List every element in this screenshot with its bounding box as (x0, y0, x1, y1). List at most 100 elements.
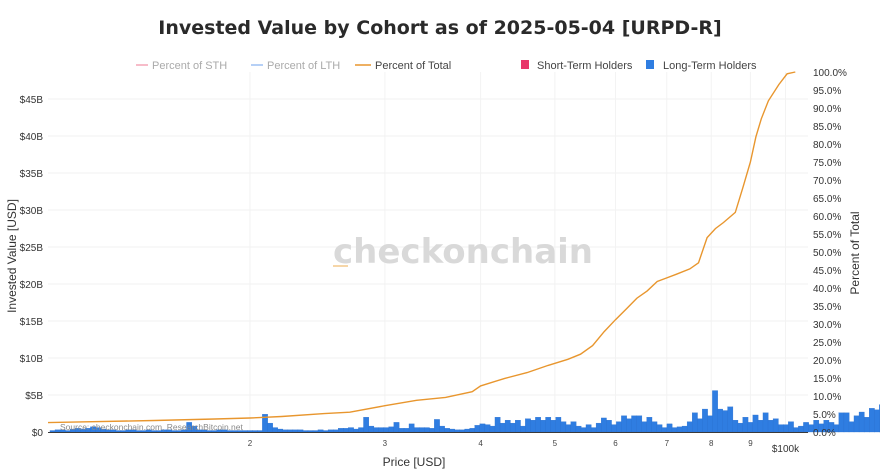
bar-lth (464, 428, 471, 433)
bar-lth (241, 430, 248, 433)
y2-tick-label: 10.0% (813, 392, 841, 403)
bar-lth (853, 415, 860, 433)
bar-lth (408, 423, 415, 433)
bar-lth (793, 427, 799, 433)
bar-lth (606, 420, 612, 433)
bar-lth (368, 425, 375, 433)
y-axis-title: Invested Value [USD] (5, 199, 19, 313)
bar-lth (474, 425, 481, 433)
bar-lth (565, 424, 572, 433)
y2-tick-label: 65.0% (813, 194, 841, 205)
bar-lth (338, 428, 344, 433)
bar-lth (641, 421, 648, 433)
bar-lth (540, 420, 546, 433)
bar-lth (803, 422, 809, 433)
bar-lth (767, 420, 774, 433)
bar-lth (550, 420, 557, 433)
bar-lth (378, 427, 385, 433)
bar-lth (636, 415, 643, 433)
x-tick-label: 7 (665, 439, 670, 448)
legend-item-long-term-holders[interactable]: Long-Term Holders (646, 60, 757, 72)
bar-lth (742, 417, 749, 433)
y2-tick-label: 100.0% (813, 68, 847, 79)
y2-tick-label: 50.0% (813, 248, 841, 259)
bar-lth (353, 428, 359, 433)
bar-lth (444, 428, 450, 433)
legend-item-percent-total[interactable]: Percent of Total (355, 60, 451, 72)
y2-tick-label: 90.0% (813, 104, 841, 115)
y2-tick-label: 15.0% (813, 374, 841, 385)
bar-lth (752, 414, 759, 433)
legend-item-short-term-holders[interactable]: Short-Term Holders (521, 60, 633, 72)
y2-tick-label: 30.0% (813, 320, 841, 331)
x-tick-label: $100k (772, 444, 800, 455)
bar-lth (722, 410, 729, 433)
bar-lth (267, 422, 273, 433)
bar-lth (616, 421, 622, 433)
bar-lth (777, 424, 784, 433)
bar-lth (398, 428, 405, 433)
y-tick-label: $20B (20, 280, 44, 291)
bar-lth (686, 421, 693, 433)
bar-lth (843, 412, 850, 433)
y2-tick-label: 25.0% (813, 338, 841, 349)
bar-lth (388, 426, 395, 433)
x-tick-label: 5 (553, 439, 558, 448)
bar-lth (848, 421, 855, 433)
bar-lth (509, 422, 516, 433)
bar-lth (287, 429, 294, 433)
bar-lth (535, 417, 541, 433)
bar-lth (545, 417, 552, 433)
bar-lth (489, 425, 496, 433)
bar-lth (469, 428, 476, 433)
bar-lth (595, 422, 602, 433)
bar-lth (373, 427, 380, 433)
bar-lth (297, 429, 304, 433)
x-tick-label: 2 (248, 439, 253, 448)
bar-lth (656, 424, 663, 433)
bar-lth (570, 421, 577, 433)
bar-lth (681, 425, 688, 433)
y2-tick-label: 35.0% (813, 302, 841, 313)
bar-lth (585, 424, 592, 433)
bar-lth (429, 428, 435, 433)
bar-lth (697, 418, 703, 433)
bar-lth (692, 412, 698, 433)
bar-lth (307, 430, 314, 433)
bar-lth (247, 430, 253, 433)
legend-item-percent-sth[interactable]: Percent of STH (136, 60, 227, 72)
legend-label-sth: Short-Term Holders (537, 60, 633, 72)
y2-tick-label: 80.0% (813, 140, 841, 151)
bar-lth (252, 430, 258, 433)
legend-item-percent-lth[interactable]: Percent of LTH (251, 60, 340, 72)
bar-lth (580, 427, 587, 433)
legend: Percent of STH Percent of LTH Percent of… (136, 60, 757, 72)
bar-lth (621, 415, 627, 433)
bar-lth (413, 427, 420, 433)
bar-lth (439, 425, 445, 433)
bar-lth (646, 417, 653, 433)
x-axis-title: Price [USD] (383, 455, 446, 469)
bar-lth (727, 406, 734, 433)
bar-lth (732, 420, 739, 433)
bar-lth (292, 429, 299, 433)
bar-lth (520, 425, 526, 433)
bar-lth (626, 418, 632, 433)
bar-lth (707, 415, 713, 433)
y2-tick-label: 95.0% (813, 86, 841, 97)
bar-lth (590, 427, 597, 433)
source-note: Source: checkonchain.com, ResearchBitcoi… (60, 422, 243, 432)
y-tick-label: $45B (20, 95, 44, 106)
y2-tick-label: 5.0% (813, 410, 836, 421)
bar-lth (418, 427, 425, 433)
bar-lth (272, 427, 278, 433)
bar-lth (277, 428, 284, 433)
bar-lth (555, 417, 562, 433)
bar-lth (747, 422, 754, 433)
bar-lth (348, 427, 354, 433)
bar-lth (317, 429, 324, 433)
bar-lth (838, 412, 845, 433)
legend-swatch-lth (646, 60, 654, 69)
percent-of-total-line (47, 71, 796, 424)
